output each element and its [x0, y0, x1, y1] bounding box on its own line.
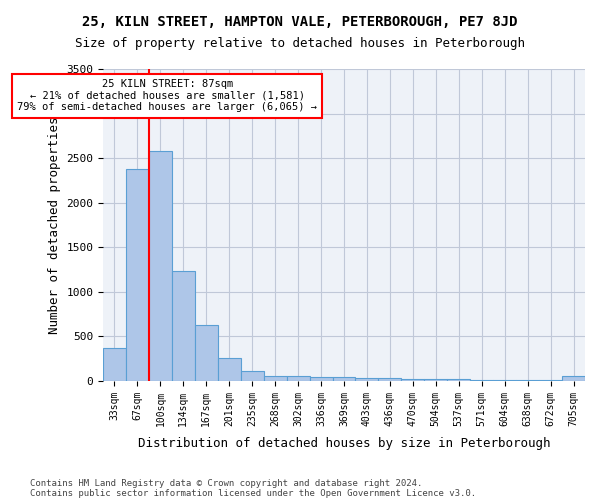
Bar: [310, 377, 332, 381]
Bar: [493, 380, 516, 381]
Bar: [149, 151, 172, 381]
Text: 25 KILN STREET: 87sqm
← 21% of detached houses are smaller (1,581)
79% of semi-d: 25 KILN STREET: 87sqm ← 21% of detached …: [17, 79, 317, 112]
Bar: [126, 169, 149, 381]
Bar: [241, 371, 263, 381]
Text: Contains HM Land Registry data © Crown copyright and database right 2024.: Contains HM Land Registry data © Crown c…: [30, 478, 422, 488]
Text: 25, KILN STREET, HAMPTON VALE, PETERBOROUGH, PE7 8JD: 25, KILN STREET, HAMPTON VALE, PETERBORO…: [82, 15, 518, 29]
Text: Contains public sector information licensed under the Open Government Licence v3: Contains public sector information licen…: [30, 488, 476, 498]
X-axis label: Distribution of detached houses by size in Peterborough: Distribution of detached houses by size …: [138, 437, 550, 450]
Bar: [355, 378, 379, 381]
Bar: [424, 379, 447, 381]
Bar: [263, 376, 287, 381]
Bar: [379, 378, 401, 381]
Bar: [332, 378, 355, 381]
Bar: [218, 358, 241, 381]
Bar: [103, 348, 126, 381]
Bar: [562, 376, 585, 381]
Text: Size of property relative to detached houses in Peterborough: Size of property relative to detached ho…: [75, 38, 525, 51]
Bar: [447, 380, 470, 381]
Bar: [401, 378, 424, 381]
Y-axis label: Number of detached properties: Number of detached properties: [48, 116, 61, 334]
Bar: [172, 272, 195, 381]
Bar: [516, 380, 539, 381]
Bar: [195, 325, 218, 381]
Bar: [470, 380, 493, 381]
Bar: [287, 376, 310, 381]
Bar: [539, 380, 562, 381]
